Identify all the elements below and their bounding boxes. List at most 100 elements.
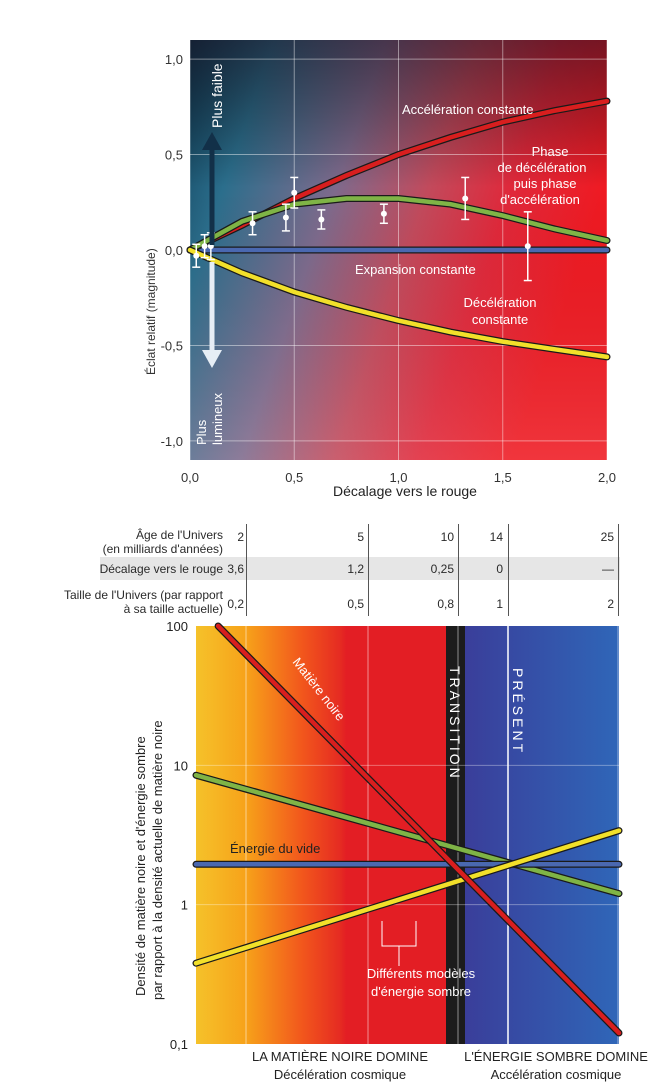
chart1-x-axis-label: Décalage vers le rouge: [333, 483, 477, 499]
bottom-right-line2: Accélération cosmique: [491, 1067, 622, 1082]
bottom-right-caption: L'ÉNERGIE SOMBRE DOMINE Accélération cos…: [464, 1049, 648, 1082]
arrow-down-label-line1: Plus: [194, 419, 209, 445]
x-tick-label: 0,5: [285, 470, 303, 485]
x-tick-label: 2,0: [598, 470, 616, 485]
x-tick-label: 1,0: [389, 470, 407, 485]
observation-point: [523, 211, 532, 282]
label-expansion-constante: Expansion constante: [355, 262, 476, 277]
label-phase-deceleration: Phase de décélération puis phase d'accél…: [498, 144, 587, 207]
data-point: [318, 216, 325, 223]
arrow-down-label-line2: lumineux: [210, 392, 225, 445]
table-cell: 14: [489, 530, 503, 544]
models-bracket: [381, 921, 417, 966]
table-cell: 0,8: [437, 597, 454, 611]
table-cell: 25: [600, 530, 614, 544]
table-divider: [368, 524, 369, 616]
arrow-up-label: Plus faible: [209, 63, 225, 128]
table-cell: 3,6: [227, 562, 244, 576]
data-point: [462, 195, 469, 202]
y-tick-label: -0,5: [161, 338, 183, 353]
arrow-down-icon: [202, 262, 222, 368]
observation-point: [248, 211, 257, 236]
series-line: [215, 623, 622, 1036]
data-point: [524, 243, 531, 250]
table-cell: 5: [357, 530, 364, 544]
svg-text:d'énergie sombre: d'énergie sombre: [371, 984, 471, 999]
row-size-label-line2: à sa taille actuelle): [123, 602, 223, 616]
observation-point: [200, 233, 209, 259]
data-point: [291, 189, 298, 196]
series-line: [193, 772, 622, 896]
data-point: [380, 210, 387, 217]
chart2-y-axis-label-line1: Densité de matière noire et d'énergie so…: [133, 736, 148, 996]
bottom-left-line2: Décélération cosmique: [274, 1067, 406, 1082]
models-label: Différents modèles d'énergie sombre: [367, 966, 476, 999]
label-deceleration-constante: Décélération constante: [464, 295, 537, 327]
svg-text:de décélération: de décélération: [498, 160, 587, 175]
observation-points: [192, 176, 532, 282]
observation-point: [461, 176, 470, 221]
y-tick-label: 1: [181, 898, 188, 913]
y-tick-label: 0,0: [165, 243, 183, 258]
table-cell: —: [602, 562, 614, 576]
data-point: [282, 214, 289, 221]
table-divider: [458, 524, 459, 616]
table-cell: 10: [440, 530, 454, 544]
svg-text:Décélération: Décélération: [464, 295, 537, 310]
series-line: [193, 828, 622, 966]
bottom-left-caption: LA MATIÈRE NOIRE DOMINE Décélération cos…: [252, 1049, 428, 1082]
chart2-y-axis-label-line2: par rapport à la densité actuelle de mat…: [150, 720, 165, 1000]
chart1-x-ticks: 0,0 0,5 1,0 1,5 2,0: [181, 470, 616, 485]
y-tick-label: 0,1: [170, 1037, 188, 1052]
label-energie-du-vide: Énergie du vide: [230, 841, 320, 856]
observation-point: [379, 203, 388, 225]
row-age-label-line2: (en milliards d'années): [102, 542, 223, 556]
chart2-gridlines: [196, 626, 619, 1044]
arrow-up-icon: [202, 132, 222, 245]
table-divider: [508, 524, 509, 616]
present-label: PRÉSENT: [510, 668, 526, 755]
table-cell: 0,2: [227, 597, 244, 611]
x-tick-label: 1,5: [494, 470, 512, 485]
observation-point: [192, 243, 201, 268]
svg-text:Phase: Phase: [532, 144, 569, 159]
bottom-right-line1: L'ÉNERGIE SOMBRE DOMINE: [464, 1049, 648, 1064]
density-chart: TRANSITION PRÉSENT Différents modèles d'…: [133, 619, 648, 1082]
svg-text:Différents modèles: Différents modèles: [367, 966, 476, 981]
magnitude-chart: Plus faible Plus lumineux Accélération c…: [143, 40, 616, 499]
svg-text:d'accélération: d'accélération: [500, 192, 580, 207]
row-redshift-label: Décalage vers le rouge: [99, 562, 223, 576]
table-divider: [618, 524, 619, 616]
bottom-left-line1: LA MATIÈRE NOIRE DOMINE: [252, 1049, 428, 1064]
data-point: [249, 220, 256, 227]
x-tick-label: 0,0: [181, 470, 199, 485]
table-cell: 1: [496, 597, 503, 611]
label-acceleration-constante: Accélération constante: [402, 102, 534, 117]
row-size-label-line1: Taille de l'Univers (par rapport: [63, 588, 223, 602]
universe-table: Âge de l'Univers (en milliards d'années)…: [0, 520, 667, 620]
chart1-y-ticks: 1,0 0,5 0,0 -0,5 -1,0: [161, 52, 183, 449]
chart1-y-axis-label: Éclat relatif (magnitude): [143, 248, 158, 375]
y-tick-label: 100: [166, 619, 188, 634]
table-cell: 0,5: [347, 597, 364, 611]
row-age-label-line1: Âge de l'Univers: [136, 528, 223, 542]
observation-point: [317, 209, 326, 230]
table-cell: 0: [496, 562, 503, 576]
table-cell: 1,2: [347, 562, 364, 576]
transition-band: [446, 626, 465, 1044]
data-point: [201, 243, 208, 250]
y-tick-label: -1,0: [161, 434, 183, 449]
transition-label: TRANSITION: [447, 666, 463, 781]
observation-point: [281, 203, 290, 232]
table-cell: 2: [607, 597, 614, 611]
chart2-y-ticks: 100 10 1 0,1: [166, 619, 188, 1052]
y-tick-label: 0,5: [165, 148, 183, 163]
svg-text:puis phase: puis phase: [514, 176, 577, 191]
data-point: [193, 252, 200, 259]
table-highlight-row: [100, 557, 620, 580]
table-divider: [246, 524, 247, 616]
y-tick-label: 10: [174, 758, 188, 773]
table-cell: 0,25: [430, 562, 454, 576]
series-line: [187, 247, 610, 360]
svg-text:constante: constante: [472, 312, 528, 327]
